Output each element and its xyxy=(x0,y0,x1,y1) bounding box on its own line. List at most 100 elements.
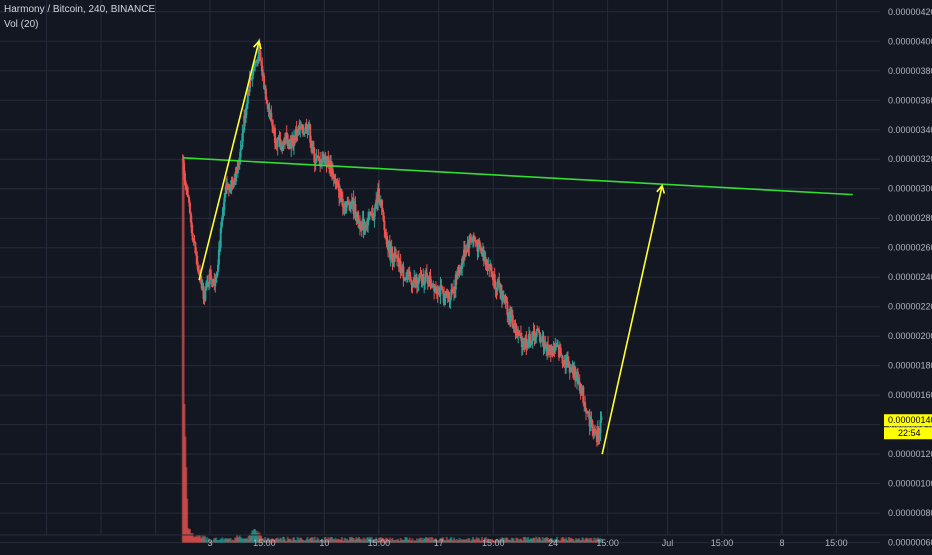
price-axis[interactable]: 0.00000420 0.00000400 0.00000380 0.00000360… xyxy=(888,7,932,548)
candle-body xyxy=(340,197,343,199)
candle-body xyxy=(475,242,478,245)
volume-bar xyxy=(582,538,585,543)
volume-bar xyxy=(376,539,379,543)
candle-body xyxy=(339,189,342,198)
candle-body xyxy=(241,133,244,147)
candle-body xyxy=(449,296,452,302)
candle-body xyxy=(358,220,361,229)
candle-body xyxy=(310,142,313,147)
time-tick-label: 24 xyxy=(548,538,558,548)
candle-body xyxy=(594,429,597,433)
candle-body xyxy=(423,283,426,285)
volume-bar xyxy=(283,539,286,543)
candle-body xyxy=(377,188,380,200)
candle-body xyxy=(384,229,387,236)
volume-bar xyxy=(313,536,316,543)
volume-bar xyxy=(360,538,363,543)
candle-body xyxy=(555,346,558,348)
candle-body xyxy=(464,250,467,257)
volume-bar xyxy=(471,537,474,543)
volume-bar xyxy=(370,536,373,543)
volume-bar xyxy=(478,538,481,543)
candle-body xyxy=(306,129,309,132)
price-tick-label: 0.00000360 xyxy=(888,95,932,105)
candle-body xyxy=(330,161,333,175)
volume-bar xyxy=(280,538,283,543)
candle-body xyxy=(536,328,539,331)
candle-body xyxy=(284,132,287,144)
volume-bar xyxy=(311,537,314,543)
candle-body xyxy=(205,282,208,291)
candle-body xyxy=(505,297,508,302)
candle-body xyxy=(499,283,502,293)
trend-line xyxy=(182,156,853,196)
candle-body xyxy=(458,272,461,274)
last-price-tag xyxy=(884,414,932,427)
candle-body xyxy=(409,276,412,281)
candle-body xyxy=(393,252,396,262)
candle-body xyxy=(315,157,318,163)
candle-body xyxy=(599,419,602,434)
candle-body xyxy=(207,281,210,286)
candle-body xyxy=(459,267,462,273)
candle-body xyxy=(434,286,437,289)
volume-bar xyxy=(340,537,343,543)
candle-body xyxy=(188,202,191,214)
time-tick-label: 17 xyxy=(434,538,444,548)
arrow-head xyxy=(252,39,262,50)
time-tick-label: 15:00 xyxy=(368,538,391,548)
candle-body xyxy=(194,242,197,254)
volume-bar xyxy=(182,159,185,543)
candle-body xyxy=(392,261,395,263)
volume-bar xyxy=(207,538,210,543)
candle-body xyxy=(331,169,334,179)
candle-body xyxy=(354,203,357,219)
candle-body xyxy=(303,131,306,134)
candle-body xyxy=(526,347,529,349)
volume-bar xyxy=(186,498,189,543)
candle-body xyxy=(578,382,581,391)
candle-body xyxy=(279,139,282,149)
volume-bar xyxy=(527,537,530,543)
candle-body xyxy=(509,315,512,323)
candle-body xyxy=(441,287,444,291)
candle-body xyxy=(390,247,393,254)
candle-body xyxy=(254,62,257,67)
candle-body xyxy=(305,124,308,132)
candle-body xyxy=(186,188,189,196)
candle-body xyxy=(493,274,496,288)
candle-body xyxy=(224,193,227,198)
candle-body xyxy=(457,269,460,274)
candle-body xyxy=(540,339,543,342)
candle-body xyxy=(214,282,217,287)
volume-bar xyxy=(590,537,593,543)
candle-body xyxy=(263,75,266,90)
time-tick-label: 15:00 xyxy=(596,538,619,548)
time-axis[interactable]: 3 15:00 10 15:00 17 15:00 24 15:00 Jul 15:00 8 15:0… xyxy=(0,534,932,548)
candle-body xyxy=(399,261,402,274)
candle-body xyxy=(227,183,230,189)
candle-body xyxy=(382,211,385,221)
candle-body xyxy=(285,132,288,135)
candle-body xyxy=(520,336,523,347)
candle-body xyxy=(406,271,409,277)
candle-body xyxy=(318,157,321,160)
candle-body xyxy=(187,195,190,197)
candle-body xyxy=(454,274,457,290)
candle-body xyxy=(184,180,187,185)
candle-body xyxy=(567,360,570,367)
projection-arrow xyxy=(601,185,663,455)
candle-body xyxy=(576,371,579,385)
volume-bar xyxy=(512,538,515,543)
candle-body xyxy=(591,420,594,432)
candle-body xyxy=(522,341,525,345)
candle-body xyxy=(480,248,483,250)
volume-bar xyxy=(487,539,490,543)
volume-bar xyxy=(408,537,411,543)
candle-body xyxy=(258,47,261,52)
time-tick-label: 15:00 xyxy=(825,538,848,548)
candle-body xyxy=(341,198,344,207)
volume-bar xyxy=(428,537,431,543)
